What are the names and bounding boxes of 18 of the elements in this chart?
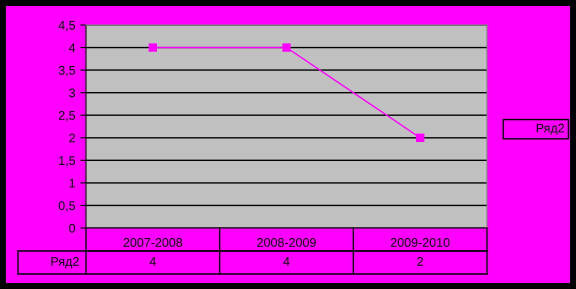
data-label: 4: [283, 257, 290, 266]
x-tick-label: 2008-2009: [257, 238, 316, 247]
y-tick-label: 0: [69, 224, 76, 233]
y-tick-label: 1: [70, 178, 75, 188]
text: Ряд2: [51, 257, 79, 268]
x-tick-label: 2007-2008: [124, 238, 182, 247]
y-tick-label: 4,5: [58, 20, 76, 32]
data-label: 2: [417, 257, 424, 266]
y-tick-label: 3,5: [58, 66, 76, 76]
y-tick-label: 4: [68, 43, 76, 52]
y-tick-label: 3: [69, 88, 76, 98]
y-tick-label: 1,5: [59, 156, 76, 166]
text: Ряд2: [536, 124, 564, 135]
x-tick-label: 2009-2010: [390, 238, 450, 247]
data-label: 4: [150, 257, 156, 266]
y-tick-label: 0,5: [58, 201, 76, 212]
y-tick-label: 2: [69, 134, 75, 142]
y-tick-label: 2,5: [58, 111, 76, 122]
